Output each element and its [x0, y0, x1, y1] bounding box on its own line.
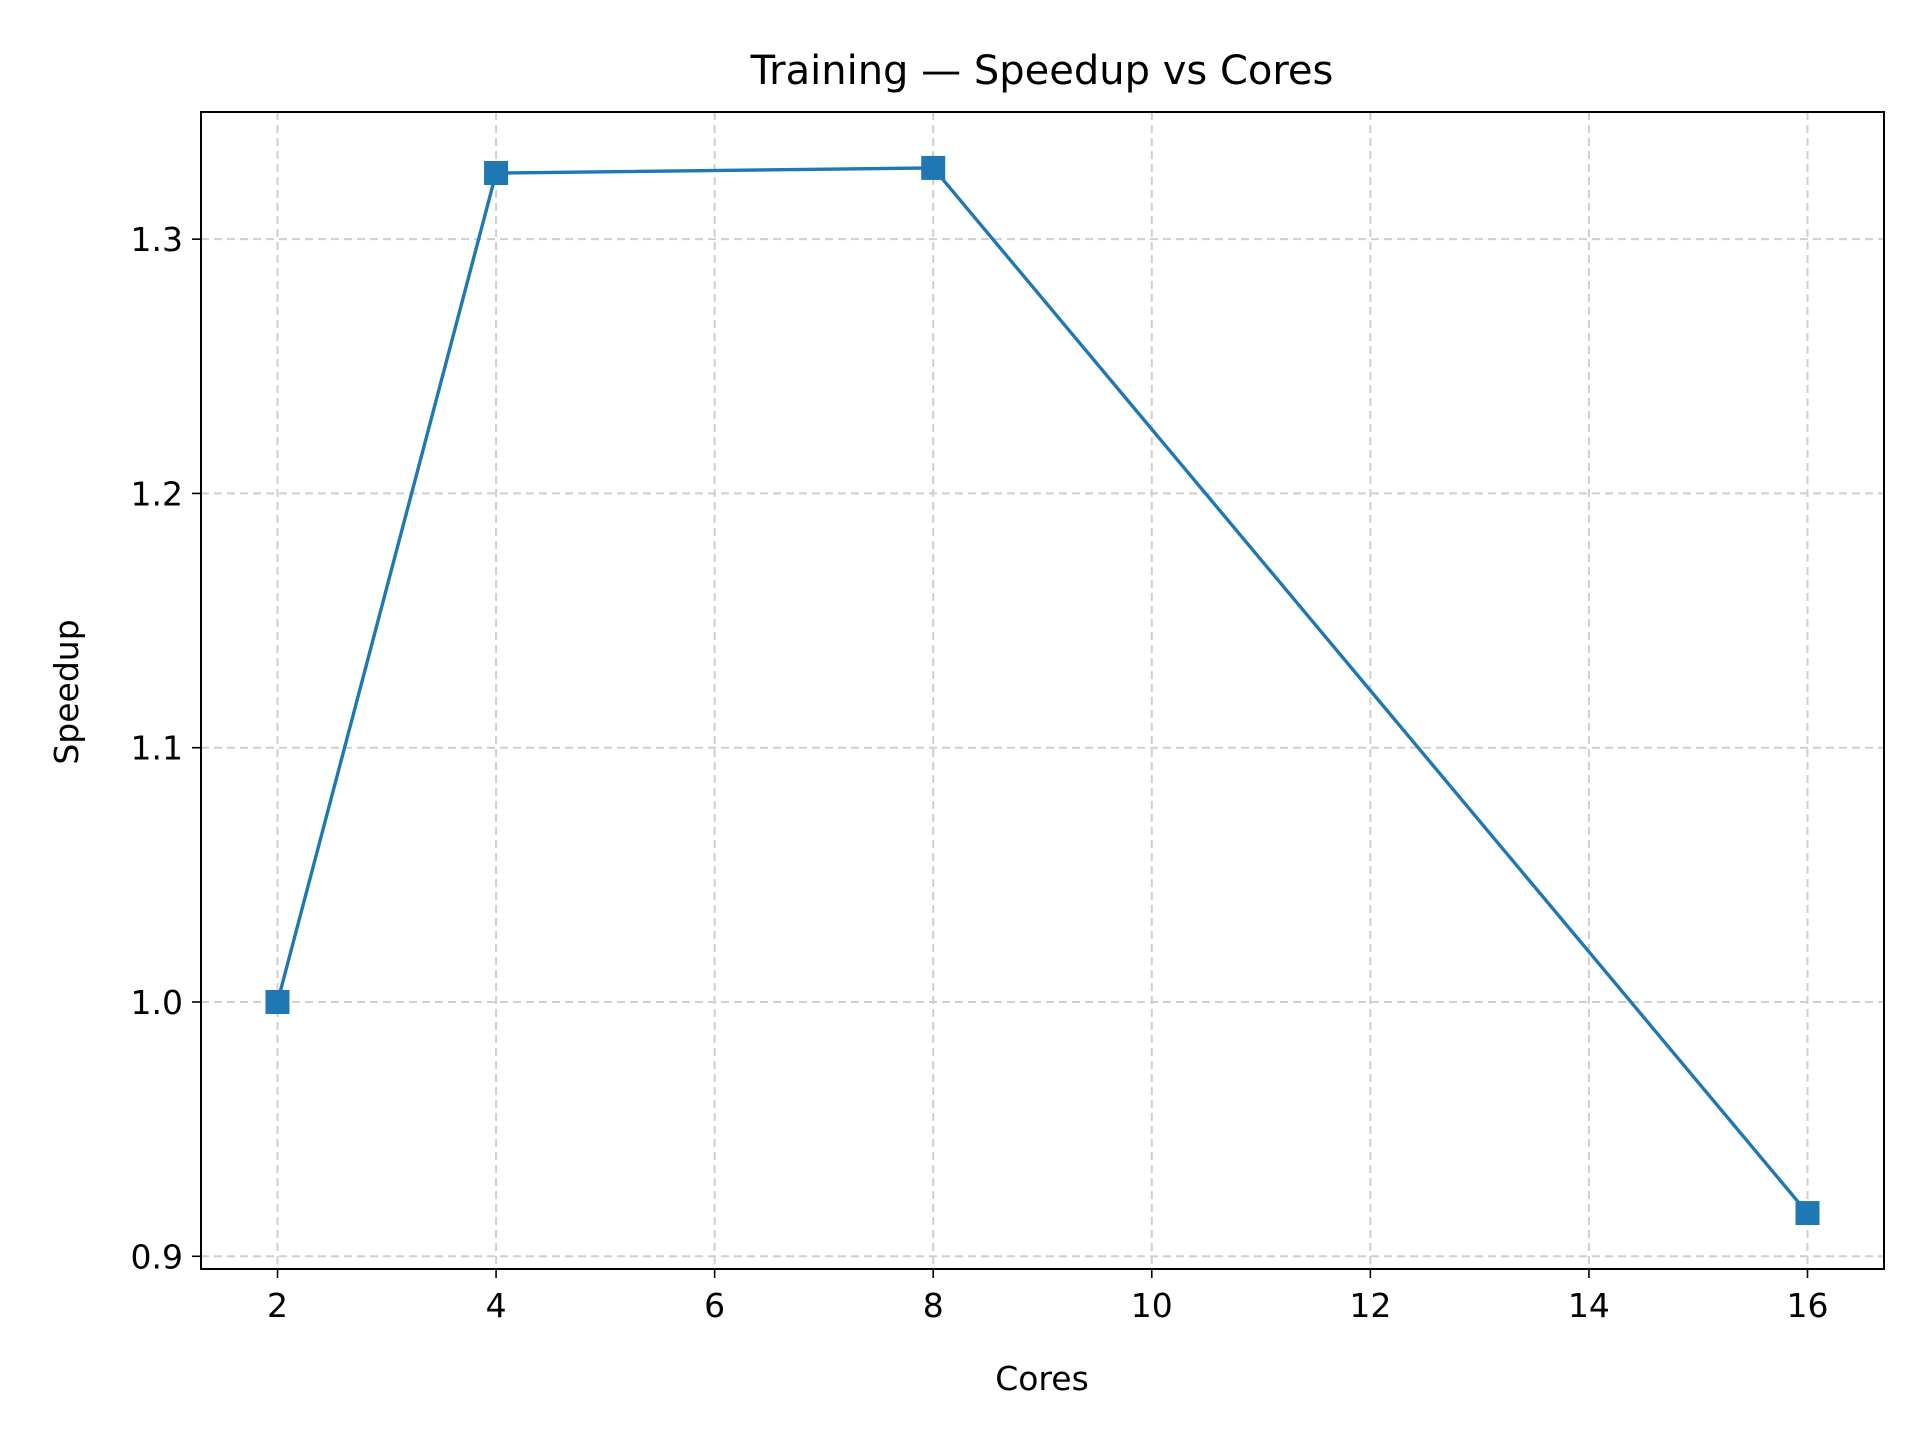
x-tick-label: 12 — [1349, 1286, 1391, 1325]
series-line — [275, 166, 1809, 1215]
x-tick-label: 8 — [923, 1286, 944, 1325]
x-axis-ticks: 2 4 6 8 10 12 14 16 — [267, 1269, 1829, 1325]
series-layer — [265, 155, 1820, 1226]
grid-lines — [201, 112, 1884, 1269]
chart-title: Training — Speedup vs Cores — [750, 48, 1334, 94]
y-axis-ticks: 0.9 1.0 1.1 1.2 1.3 — [131, 220, 201, 1276]
plot-frame — [200, 111, 1885, 1270]
x-tick-label: 16 — [1787, 1286, 1829, 1325]
x-tick-label: 6 — [704, 1286, 725, 1325]
y-tick-label: 0.9 — [131, 1237, 183, 1276]
y-tick-label: 1.1 — [131, 729, 183, 768]
x-tick-label: 14 — [1568, 1286, 1610, 1325]
y-axis-title: Speedup — [47, 619, 86, 764]
y-tick-label: 1.3 — [131, 220, 183, 259]
x-tick-label: 4 — [486, 1286, 507, 1325]
data-point — [921, 155, 946, 180]
y-tick-label: 1.2 — [131, 474, 183, 513]
y-tick-label: 1.0 — [131, 983, 183, 1022]
x-tick-label: 2 — [267, 1286, 288, 1325]
x-axis-title: Cores — [995, 1359, 1089, 1398]
x-tick-label: 10 — [1131, 1286, 1173, 1325]
data-point — [265, 990, 290, 1014]
data-point — [1795, 1201, 1820, 1226]
data-point — [484, 161, 509, 186]
